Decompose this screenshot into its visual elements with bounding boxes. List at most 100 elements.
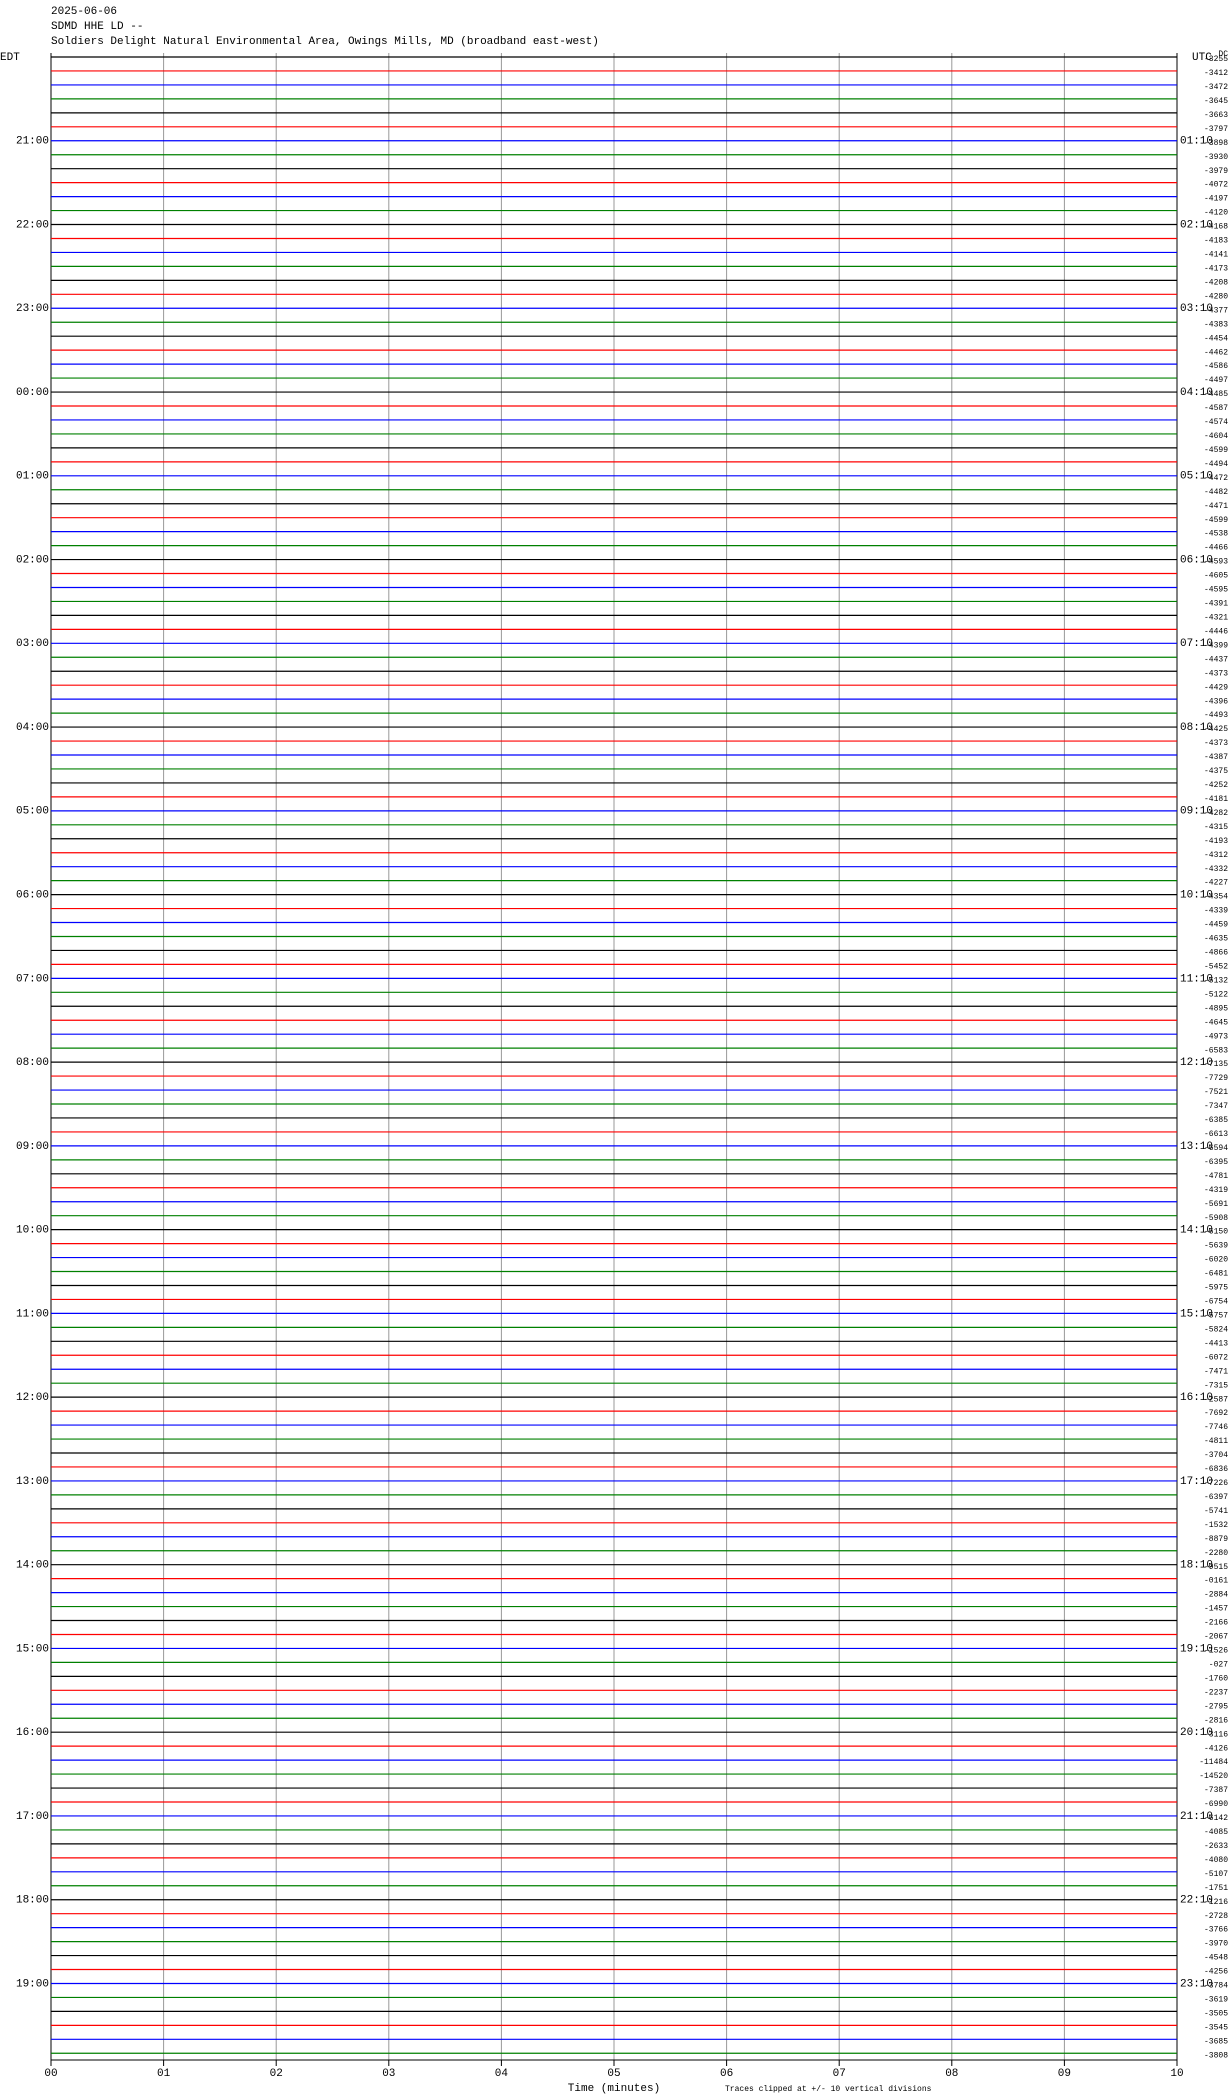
trace-offset: -3930 bbox=[1204, 153, 1228, 162]
right-time-label: 22:10 bbox=[1180, 1895, 1213, 1907]
trace-offset: -3505 bbox=[1204, 2010, 1228, 2019]
trace-offset: -4482 bbox=[1204, 488, 1228, 497]
trace-offset: -5132 bbox=[1204, 976, 1228, 985]
trace-offset: -3412 bbox=[1204, 69, 1228, 78]
trace-offset: -6836 bbox=[1204, 1465, 1228, 1474]
trace-offset: -1751 bbox=[1204, 1884, 1228, 1893]
trace-offset: -4485 bbox=[1204, 390, 1228, 399]
trace-offset: -4425 bbox=[1204, 725, 1228, 734]
trace-offset: -6150 bbox=[1204, 1228, 1228, 1237]
left-time-label: 18:00 bbox=[16, 1895, 49, 1907]
chart-title: Soldiers Delight Natural Environmental A… bbox=[51, 36, 599, 48]
left-time-label: 07:00 bbox=[16, 973, 49, 985]
trace-offset: -14520 bbox=[1199, 1772, 1228, 1781]
trace-offset: -5975 bbox=[1204, 1284, 1228, 1293]
left-time-label: 14:00 bbox=[16, 1560, 49, 1572]
trace-offset: -3685 bbox=[1204, 2037, 1228, 2046]
trace-offset: -4120 bbox=[1204, 209, 1228, 218]
x-tick-label: 04 bbox=[495, 2068, 509, 2080]
left-time-label: 00:00 bbox=[16, 387, 49, 399]
trace-offset: -2166 bbox=[1204, 1619, 1228, 1628]
trace-offset: -2237 bbox=[1204, 1688, 1228, 1697]
right-time-label: 14:10 bbox=[1180, 1225, 1213, 1237]
left-time-label: 02:00 bbox=[16, 554, 49, 566]
trace-offset: -4604 bbox=[1204, 432, 1228, 441]
trace-offset: -11484 bbox=[1199, 1758, 1228, 1767]
left-time-label: 22:00 bbox=[16, 219, 49, 231]
trace-offset: -4315 bbox=[1204, 823, 1228, 832]
right-time-label: 09:10 bbox=[1180, 806, 1213, 818]
trace-offset: -4126 bbox=[1204, 1744, 1228, 1753]
trace-offset: -7347 bbox=[1204, 1102, 1228, 1111]
right-time-label: 15:10 bbox=[1180, 1308, 1213, 1320]
trace-offset: -4373 bbox=[1204, 669, 1228, 678]
trace-offset: -5452 bbox=[1204, 963, 1228, 972]
trace-offset: -9515 bbox=[1204, 1563, 1228, 1572]
trace-offset: -4181 bbox=[1204, 795, 1228, 804]
trace-offset: -7521 bbox=[1204, 1088, 1228, 1097]
trace-offset: -2067 bbox=[1204, 1633, 1228, 1642]
left-time-label: 11:00 bbox=[16, 1308, 49, 1320]
right-zone: UTC bbox=[1192, 52, 1212, 64]
left-time-label: 19:00 bbox=[16, 1978, 49, 1990]
left-time-label: 23:00 bbox=[16, 303, 49, 315]
trace-offset: -4645 bbox=[1204, 1018, 1228, 1027]
right-time-label: 04:10 bbox=[1180, 387, 1213, 399]
trace-offset: -4256 bbox=[1204, 1968, 1228, 1977]
trace-offset: -4494 bbox=[1204, 460, 1228, 469]
trace-offset: -4227 bbox=[1204, 879, 1228, 888]
trace-offset: -3663 bbox=[1204, 111, 1228, 120]
trace-offset: -8879 bbox=[1204, 1535, 1228, 1544]
trace-offset: -4193 bbox=[1204, 837, 1228, 846]
trace-offset: -4429 bbox=[1204, 683, 1228, 692]
x-tick-label: 06 bbox=[720, 2068, 733, 2080]
trace-offset: -4459 bbox=[1204, 921, 1228, 930]
trace-offset: -3784 bbox=[1204, 1982, 1228, 1991]
trace-offset: -4548 bbox=[1204, 1954, 1228, 1963]
trace-offset: -4332 bbox=[1204, 865, 1228, 874]
left-zone: EDT bbox=[0, 52, 20, 64]
trace-offset: -3472 bbox=[1204, 83, 1228, 92]
offset-header: DC bbox=[1218, 50, 1228, 59]
left-time-label: 21:00 bbox=[16, 136, 49, 148]
trace-offset: -7692 bbox=[1204, 1409, 1228, 1418]
trace-offset: -1760 bbox=[1204, 1674, 1228, 1683]
x-tick-label: 00 bbox=[44, 2068, 57, 2080]
trace-offset: -5824 bbox=[1204, 1325, 1228, 1334]
trace-offset: -6481 bbox=[1204, 1270, 1228, 1279]
trace-offset: -4173 bbox=[1204, 265, 1228, 274]
clip-note: Traces clipped at +/- 10 vertical divisi… bbox=[725, 2085, 932, 2094]
trace-offset: -4373 bbox=[1204, 739, 1228, 748]
date: 2025-06-06 bbox=[51, 6, 117, 18]
trace-offset: -3619 bbox=[1204, 1996, 1228, 2005]
trace-offset: -4635 bbox=[1204, 935, 1228, 944]
trace-offset: -4280 bbox=[1204, 292, 1228, 301]
trace-offset: -4605 bbox=[1204, 572, 1228, 581]
right-time-label: 11:10 bbox=[1180, 973, 1213, 985]
trace-offset: -2884 bbox=[1204, 1591, 1228, 1600]
trace-offset: -5639 bbox=[1204, 1242, 1228, 1251]
trace-offset: -6395 bbox=[1204, 1158, 1228, 1167]
trace-offset: -4462 bbox=[1204, 348, 1228, 357]
trace-offset: -4599 bbox=[1204, 516, 1228, 525]
trace-offset: -7746 bbox=[1204, 1423, 1228, 1432]
trace-offset: -4387 bbox=[1204, 753, 1228, 762]
trace-offset: -5757 bbox=[1204, 1312, 1228, 1321]
left-time-label: 12:00 bbox=[16, 1392, 49, 1404]
left-time-label: 17:00 bbox=[16, 1811, 49, 1823]
trace-offset: -4197 bbox=[1204, 195, 1228, 204]
right-time-label: 08:10 bbox=[1180, 722, 1213, 734]
trace-offset: -2795 bbox=[1204, 1702, 1228, 1711]
trace-offset: -4080 bbox=[1204, 1856, 1228, 1865]
trace-offset: -7226 bbox=[1204, 1479, 1228, 1488]
trace-offset: -5122 bbox=[1204, 990, 1228, 999]
right-time-label: 23:10 bbox=[1180, 1978, 1213, 1990]
trace-offset: -4574 bbox=[1204, 418, 1228, 427]
trace-offset: -4454 bbox=[1204, 334, 1228, 343]
x-tick-label: 07 bbox=[833, 2068, 846, 2080]
trace-offset: -3116 bbox=[1204, 1730, 1228, 1739]
trace-offset: -4593 bbox=[1204, 558, 1228, 567]
trace-offset: -6594 bbox=[1204, 1144, 1228, 1153]
